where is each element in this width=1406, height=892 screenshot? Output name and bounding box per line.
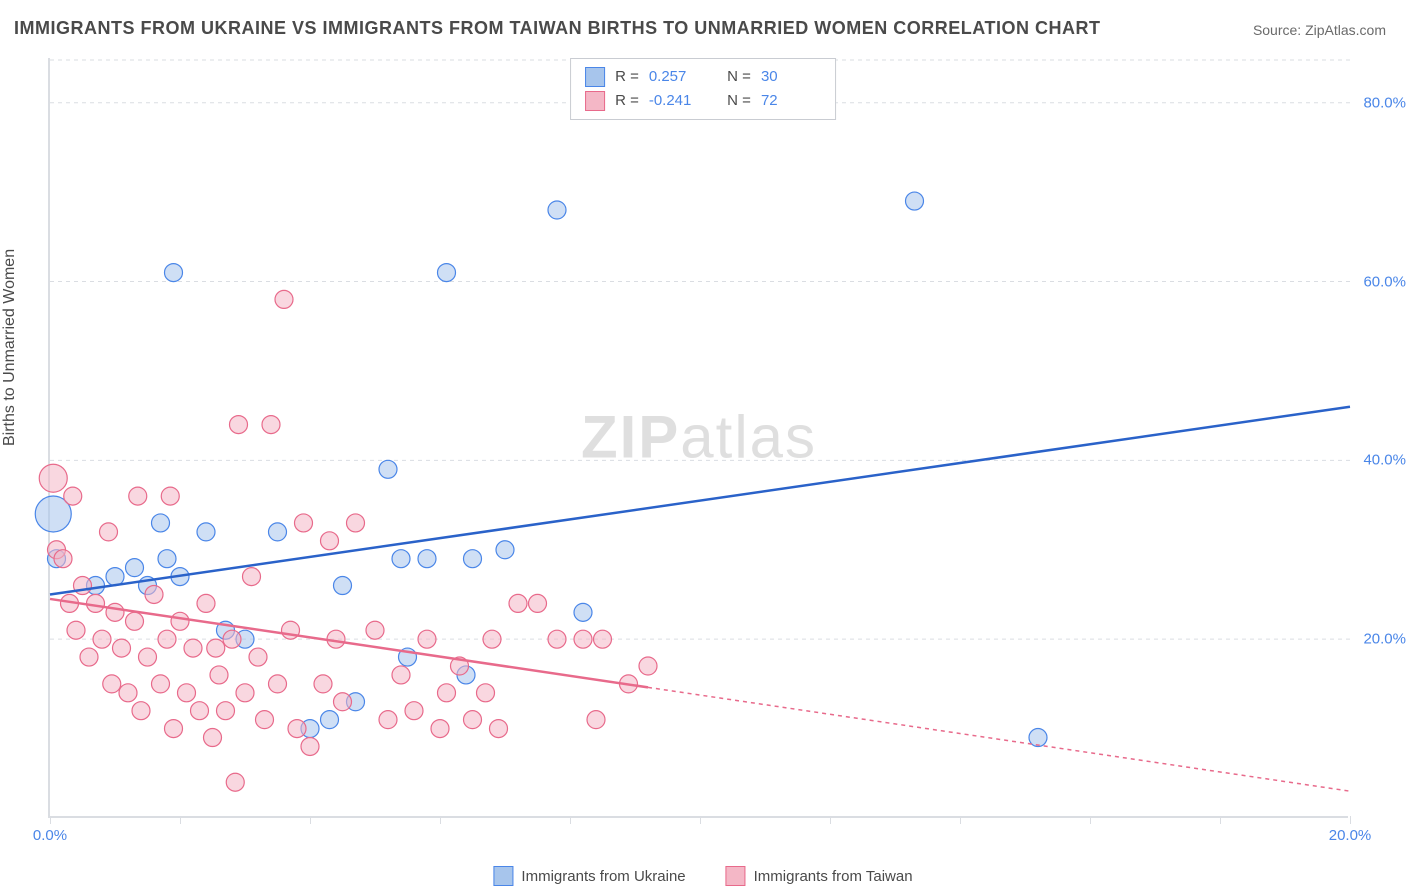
x-tick: [1090, 816, 1091, 824]
legend-n-value: 72: [761, 89, 821, 113]
chart-container: IMMIGRANTS FROM UKRAINE VS IMMIGRANTS FR…: [0, 0, 1406, 892]
trend-line-extrapolated: [648, 687, 1350, 791]
legend-swatch: [493, 866, 513, 886]
x-tick: [180, 816, 181, 824]
x-tick: [1220, 816, 1221, 824]
legend-r-label: R =: [615, 65, 639, 89]
legend-r-value: 0.257: [649, 65, 709, 89]
legend-swatch: [726, 866, 746, 886]
x-tick: [570, 816, 571, 824]
y-tick-label: 60.0%: [1363, 273, 1406, 290]
legend-r-value: -0.241: [649, 89, 709, 113]
legend-swatch: [585, 67, 605, 87]
legend-n-label: N =: [719, 65, 751, 89]
y-axis-label: Births to Unmarried Women: [1, 249, 19, 446]
trend-line: [50, 599, 648, 687]
plot-area: ZIPatlas 20.0%40.0%60.0%80.0%0.0%20.0%: [48, 58, 1348, 818]
x-tick: [960, 816, 961, 824]
x-tick: [1350, 816, 1351, 824]
trend-layer: [50, 58, 1348, 816]
x-tick: [700, 816, 701, 824]
legend-swatch: [585, 91, 605, 111]
y-tick-label: 20.0%: [1363, 631, 1406, 648]
x-tick: [830, 816, 831, 824]
x-tick-label: 20.0%: [1329, 827, 1372, 844]
x-tick-label: 0.0%: [33, 827, 67, 844]
series-name: Immigrants from Ukraine: [521, 868, 685, 885]
chart-title: IMMIGRANTS FROM UKRAINE VS IMMIGRANTS FR…: [14, 18, 1100, 39]
series-legend-item: Immigrants from Taiwan: [726, 866, 913, 886]
y-tick-label: 80.0%: [1363, 94, 1406, 111]
x-tick: [310, 816, 311, 824]
x-tick: [50, 816, 51, 824]
series-name: Immigrants from Taiwan: [754, 868, 913, 885]
series-legend-item: Immigrants from Ukraine: [493, 866, 685, 886]
legend-n-label: N =: [719, 89, 751, 113]
correlation-legend: R = 0.257 N = 30R = -0.241 N = 72: [570, 58, 836, 120]
y-tick-label: 40.0%: [1363, 452, 1406, 469]
x-tick: [440, 816, 441, 824]
legend-r-label: R =: [615, 89, 639, 113]
legend-row: R = 0.257 N = 30: [585, 65, 821, 89]
source-label: Source: ZipAtlas.com: [1253, 22, 1386, 38]
legend-n-value: 30: [761, 65, 821, 89]
legend-row: R = -0.241 N = 72: [585, 89, 821, 113]
series-legend: Immigrants from Ukraine Immigrants from T…: [493, 866, 912, 886]
trend-line: [50, 407, 1350, 595]
